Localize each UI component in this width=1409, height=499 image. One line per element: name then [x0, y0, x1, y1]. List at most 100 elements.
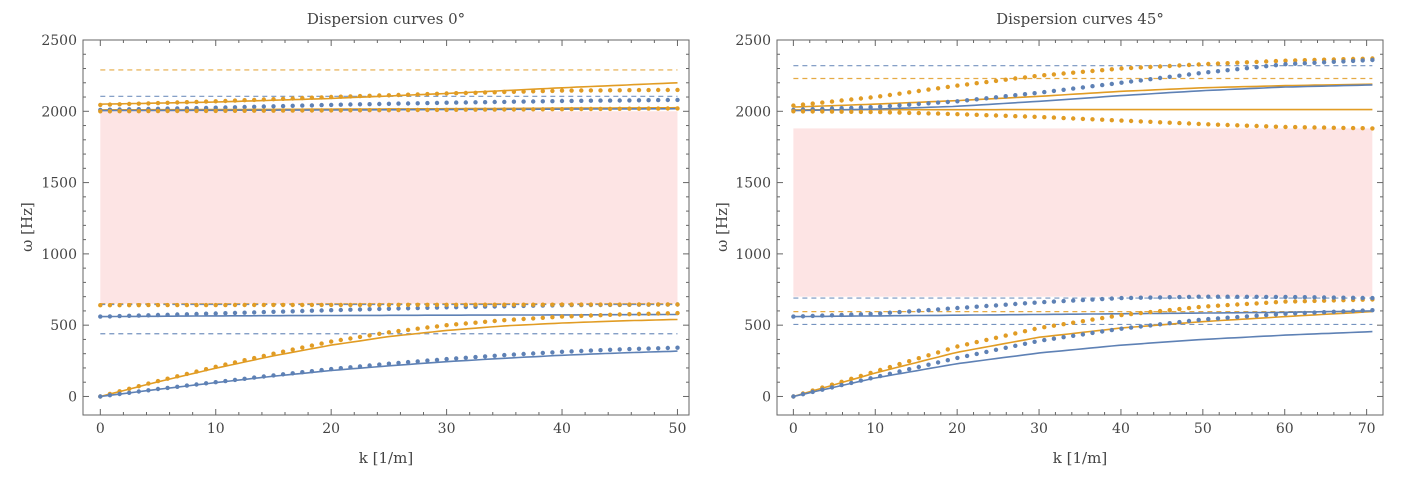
- data-point: [156, 101, 160, 105]
- data-point: [1061, 335, 1065, 339]
- data-point: [339, 338, 343, 342]
- data-point: [1100, 118, 1104, 122]
- data-point: [1061, 116, 1065, 120]
- data-point: [1023, 114, 1027, 118]
- data-point: [156, 379, 160, 383]
- data-point: [310, 309, 314, 313]
- data-point: [1110, 82, 1114, 86]
- data-point: [473, 355, 477, 359]
- data-point: [339, 303, 343, 307]
- data-point: [502, 303, 506, 307]
- data-point: [946, 358, 950, 362]
- data-point: [1254, 65, 1258, 69]
- data-point: [483, 107, 487, 111]
- data-point: [1264, 59, 1268, 63]
- data-point: [291, 104, 295, 108]
- data-point: [936, 100, 940, 104]
- x-tick-label: 20: [948, 421, 966, 437]
- data-point: [185, 109, 189, 113]
- data-point: [1322, 310, 1326, 314]
- data-point: [252, 375, 256, 379]
- data-point: [1032, 91, 1036, 95]
- data-point: [1013, 76, 1017, 80]
- y-tick-label: 1000: [735, 247, 771, 263]
- data-point: [1013, 114, 1017, 118]
- data-point: [531, 316, 535, 320]
- data-point: [127, 314, 131, 318]
- data-point: [946, 307, 950, 311]
- data-point: [541, 89, 545, 93]
- data-point: [1293, 311, 1297, 315]
- data-point: [98, 394, 102, 398]
- data-point: [454, 108, 458, 112]
- data-point: [214, 380, 218, 384]
- data-point: [1274, 63, 1278, 67]
- data-point: [416, 92, 420, 96]
- data-point: [521, 99, 525, 103]
- data-point: [137, 313, 141, 317]
- data-point: [849, 106, 853, 110]
- data-point: [1004, 346, 1008, 350]
- data-point: [1370, 296, 1374, 300]
- data-point: [406, 108, 410, 112]
- data-point: [262, 109, 266, 113]
- data-point: [146, 381, 150, 385]
- data-point: [917, 356, 921, 360]
- data-point: [358, 307, 362, 311]
- data-point: [310, 343, 314, 347]
- data-point: [1206, 317, 1210, 321]
- data-point: [444, 108, 448, 112]
- data-point: [1081, 85, 1085, 89]
- data-point: [329, 339, 333, 343]
- data-point: [1312, 310, 1316, 314]
- x-tick-label: 30: [1030, 421, 1048, 437]
- y-tick-label: 2000: [41, 104, 77, 120]
- data-point: [1197, 318, 1201, 322]
- data-point: [1245, 124, 1249, 128]
- data-point: [1042, 325, 1046, 329]
- data-point: [926, 353, 930, 357]
- data-point: [984, 96, 988, 100]
- data-point: [242, 377, 246, 381]
- y-axis-label: ω [Hz]: [18, 202, 36, 252]
- data-point: [1032, 115, 1036, 119]
- data-point: [367, 108, 371, 112]
- data-point: [859, 105, 863, 109]
- data-point: [675, 88, 679, 92]
- data-point: [271, 97, 275, 101]
- data-point: [1119, 66, 1123, 70]
- data-point: [416, 359, 420, 363]
- data-point: [1177, 63, 1181, 67]
- y-axis-label: ω [Hz]: [713, 202, 731, 252]
- data-point: [1148, 77, 1152, 81]
- data-point: [656, 88, 660, 92]
- data-point: [1052, 337, 1056, 341]
- data-point: [252, 109, 256, 113]
- data-point: [608, 348, 612, 352]
- y-tick-label: 1500: [41, 176, 77, 192]
- data-point: [512, 352, 516, 356]
- data-point: [185, 303, 189, 307]
- data-point: [262, 310, 266, 314]
- data-point: [1081, 332, 1085, 336]
- data-point: [608, 98, 612, 102]
- series-line-blue: [793, 332, 1372, 397]
- data-point: [579, 314, 583, 318]
- data-point: [955, 99, 959, 103]
- data-point: [598, 313, 602, 317]
- data-point: [464, 356, 468, 360]
- data-point: [464, 100, 468, 104]
- data-point: [377, 303, 381, 307]
- x-tick-label: 50: [669, 421, 687, 437]
- data-point: [907, 309, 911, 313]
- data-point: [444, 323, 448, 327]
- data-point: [1283, 299, 1287, 303]
- data-point: [646, 98, 650, 102]
- data-point: [387, 362, 391, 366]
- data-point: [1023, 342, 1027, 346]
- data-point: [1341, 126, 1345, 130]
- data-point: [965, 112, 969, 116]
- data-point: [926, 87, 930, 91]
- data-point: [560, 314, 564, 318]
- data-point: [1264, 64, 1268, 68]
